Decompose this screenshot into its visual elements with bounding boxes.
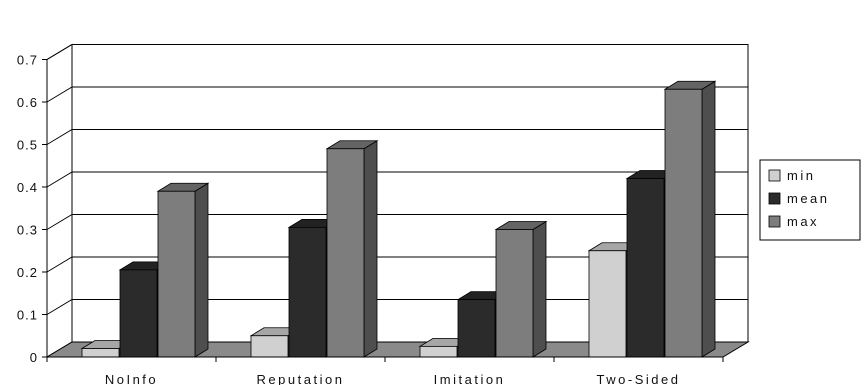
- bar-max-noinfo: [156, 182, 210, 358]
- legend: min mean max: [759, 159, 861, 241]
- y-tick-label: 0.6: [17, 95, 38, 110]
- x-category-label: Reputation: [257, 372, 345, 385]
- legend-label-mean: mean: [787, 191, 830, 206]
- bar-max-reputation: [325, 140, 379, 358]
- y-tick-label: 0.7: [17, 53, 38, 68]
- y-tick-label: 0.5: [17, 138, 38, 153]
- gridline: [46, 44, 748, 60]
- bar-max-two-sided: [663, 80, 717, 358]
- y-tick-label: 0.3: [17, 223, 38, 238]
- gridline: [46, 129, 748, 145]
- bar-front-face: [326, 148, 365, 358]
- bar-side-face: [363, 140, 378, 358]
- legend-label-min: min: [787, 168, 815, 183]
- bar-front-face: [457, 299, 496, 358]
- legend-label-max: max: [787, 214, 819, 229]
- x-axis: NoInfo Reputation Imitation Two-Sided: [46, 356, 724, 385]
- gridline: [46, 171, 748, 188]
- x-category-label: NoInfo: [105, 372, 158, 385]
- legend-swatch-max: [768, 215, 781, 228]
- gridline: [46, 86, 748, 103]
- bar-front-face: [157, 190, 196, 358]
- bar-front-face: [81, 348, 120, 358]
- y-tick-label: 0.2: [17, 265, 38, 280]
- bar-front-face: [250, 335, 289, 358]
- legend-swatch-min: [768, 169, 781, 182]
- bar-max-imitation: [494, 220, 548, 358]
- gridline: [46, 214, 748, 230]
- y-axis: 0 0.1 0.2 0.3 0.4 0.5 0.6 0.7: [17, 53, 48, 365]
- bar-front-face: [626, 178, 665, 358]
- bar-side-face: [194, 182, 209, 358]
- y-tick-label: 0: [30, 350, 38, 365]
- y-tick-label: 0.4: [17, 180, 38, 195]
- side-wall: [46, 43, 73, 358]
- bar-front-face: [419, 345, 458, 358]
- bars: [80, 80, 717, 358]
- bar-front-face: [119, 269, 158, 358]
- bar-side-face: [532, 220, 547, 358]
- legend-swatch-mean: [768, 192, 781, 205]
- bar-side-face: [701, 80, 716, 358]
- bar-front-face: [588, 250, 627, 358]
- x-category-label: Two-Sided: [597, 372, 681, 385]
- x-category-label: Imitation: [434, 372, 506, 385]
- y-tick-label: 0.1: [17, 308, 38, 323]
- bar-front-face: [495, 229, 534, 358]
- bar-front-face: [664, 88, 703, 358]
- bar-front-face: [288, 226, 327, 358]
